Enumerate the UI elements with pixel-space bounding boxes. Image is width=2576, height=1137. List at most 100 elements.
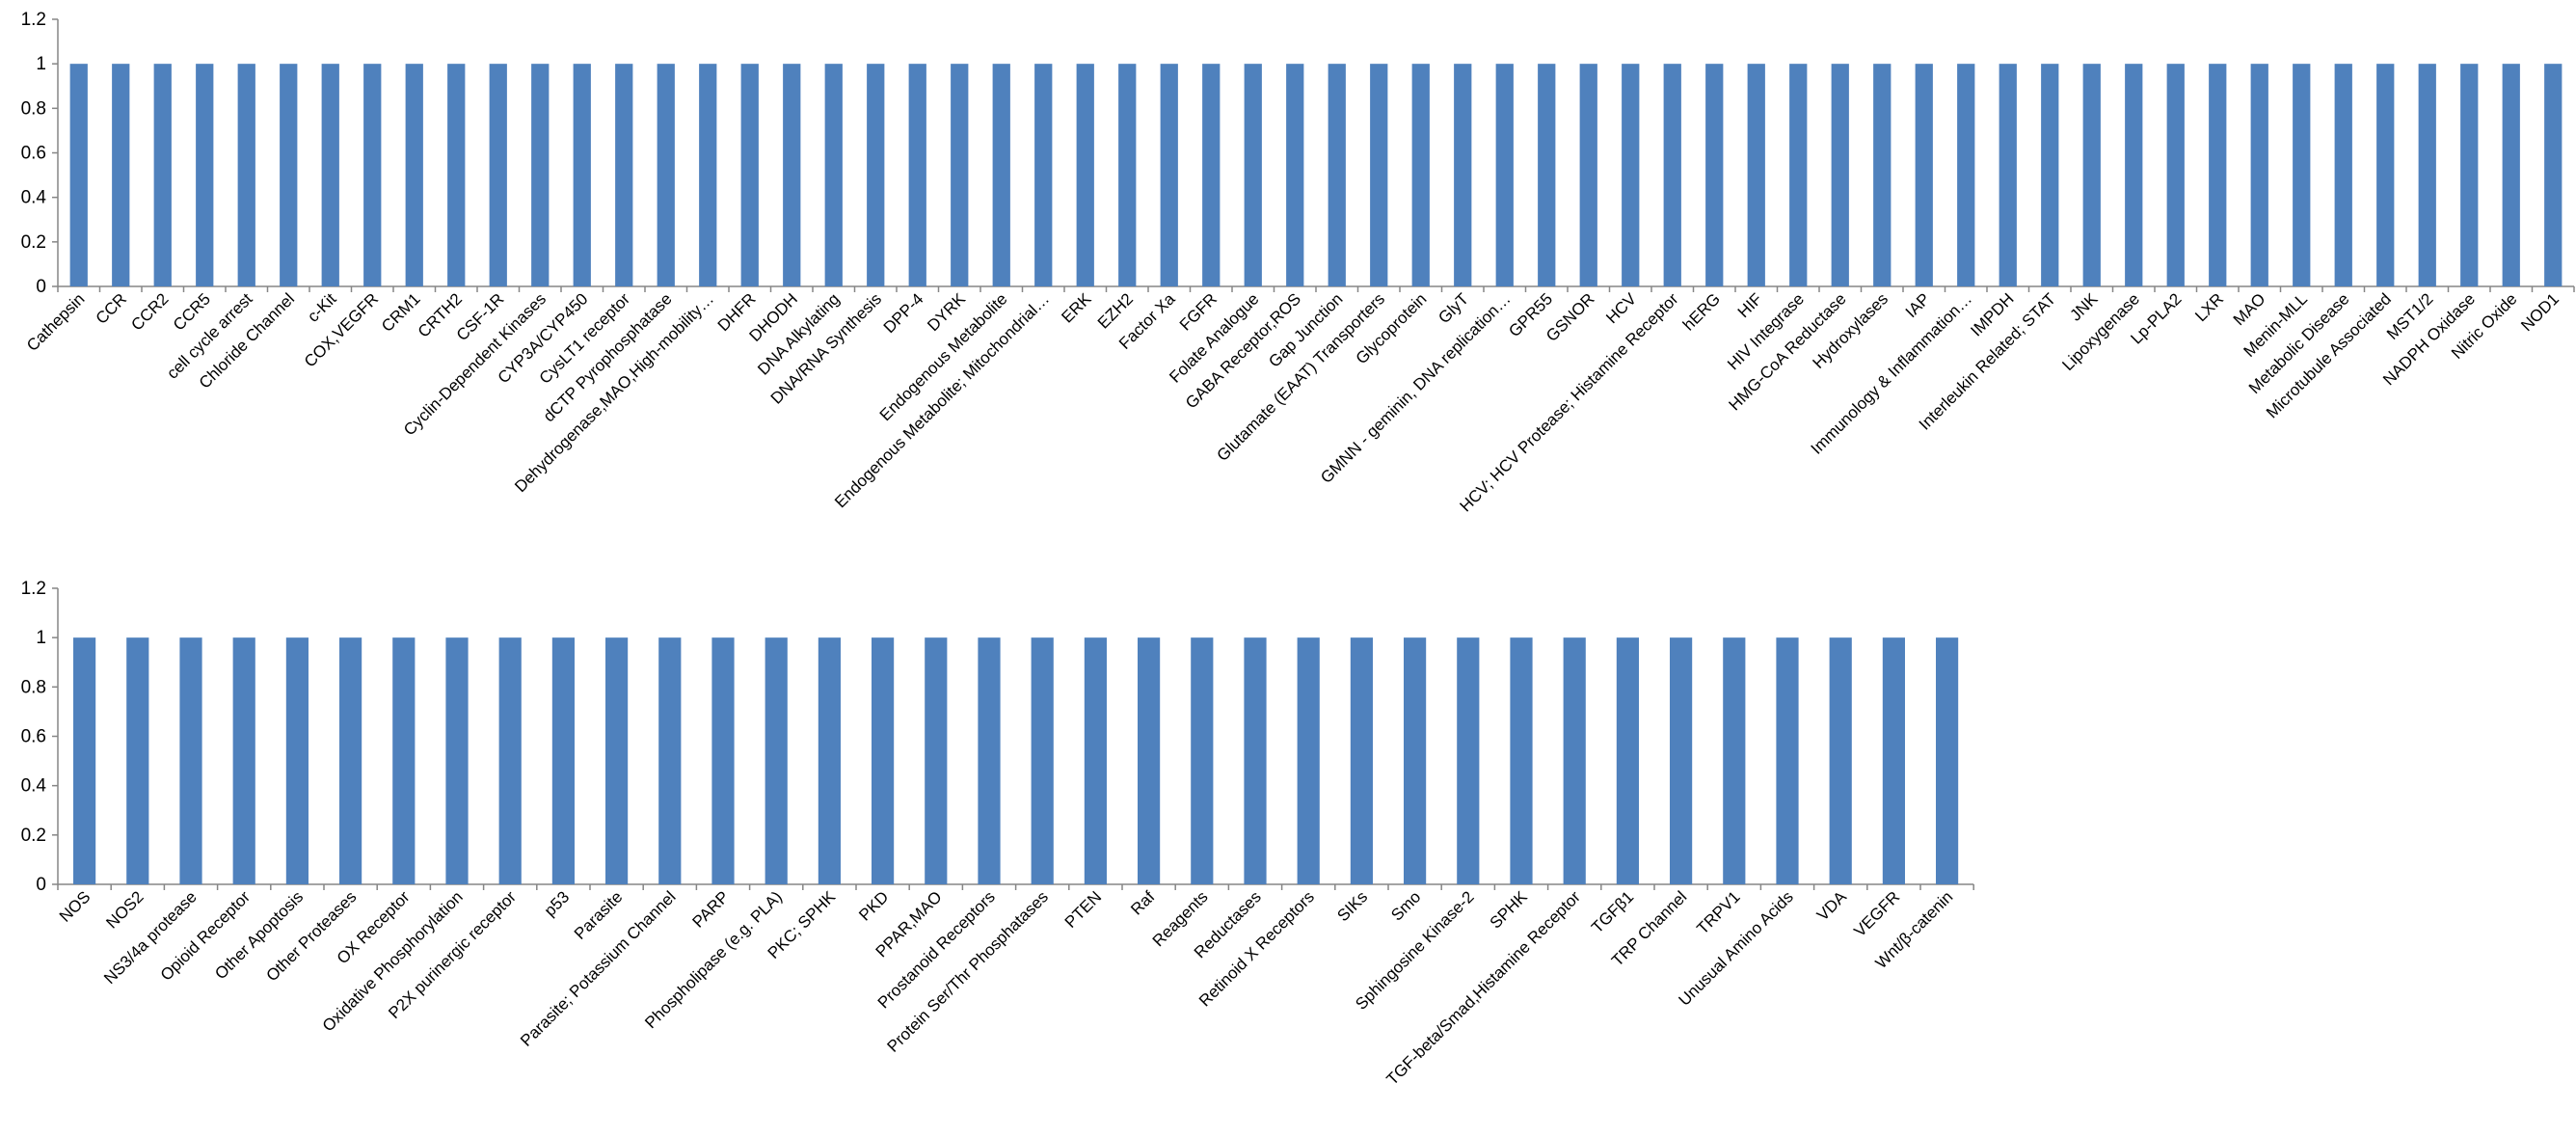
bar [447,64,466,287]
bar [489,64,507,287]
bar [196,64,214,287]
x-tick-label: DPP-4 [880,289,927,337]
bar [1538,64,1556,287]
bar [2293,64,2311,287]
bar [1670,637,1693,884]
bar [280,64,298,287]
y-tick-label: 0 [36,277,46,297]
x-tick-label: p53 [541,887,573,919]
bar [657,64,675,287]
bar [1244,637,1267,884]
x-tick-label: TGF-beta/Smad,Histamine Receptor [1383,887,1585,1089]
x-tick-label: NOS2 [102,887,147,932]
bar [1202,64,1221,287]
y-tick-label: 0.4 [21,776,47,797]
bar [658,637,682,884]
bar [1873,64,1892,287]
x-tick-label: MAO [2230,289,2269,329]
bar [179,637,202,884]
bar [1747,64,1765,287]
x-tick-label: TGFβ1 [1588,887,1637,936]
x-tick-label: PARP [689,887,733,931]
bar [1297,637,1320,884]
bar [1831,64,1849,287]
y-tick-label: 0.8 [21,677,46,697]
bar [2334,64,2352,287]
bar [1776,637,1799,884]
bar [1138,637,1161,884]
bar [573,64,591,287]
bar [1915,64,1933,287]
bar [1999,64,2017,287]
x-tick-label: NOS [56,887,94,925]
bar [445,637,469,884]
bar [818,637,841,884]
bar [126,637,149,884]
x-tick-label: PKD [855,887,892,924]
bar [925,637,948,884]
x-tick-label: CCR2 [127,289,172,334]
bar [872,637,895,884]
y-tick-label: 0.6 [21,144,46,164]
bar [951,64,969,287]
bar [1076,64,1094,287]
bar [615,64,633,287]
x-tick-label: CCR [93,289,130,327]
bar [339,637,362,884]
bar [2250,64,2268,287]
bar [992,64,1010,287]
bar [765,637,788,884]
bar [1286,64,1304,287]
bar [232,637,255,884]
bar [2166,64,2185,287]
bar [1789,64,1808,287]
bar [363,64,382,287]
bar [2209,64,2227,287]
bar [1457,637,1480,884]
bar [69,64,88,287]
y-tick-label: 0.4 [21,188,47,208]
bar [2125,64,2143,287]
bar [2460,64,2479,287]
bar [711,637,735,884]
x-tick-label: IAP [1902,289,1934,321]
x-tick-label: Hydroxylases [1809,289,1892,372]
bar [1191,637,1214,884]
bar [112,64,130,287]
x-tick-label: HIF [1734,289,1766,321]
bar [1244,64,1262,287]
bar [1723,637,1746,884]
bar [2082,64,2101,287]
x-tick-label: VDA [1813,887,1851,925]
x-tick-label: Other Proteases [262,887,360,985]
bar [1957,64,1975,287]
bar [1579,64,1597,287]
bar [2544,64,2563,287]
bar [1705,64,1724,287]
bar [1160,64,1178,287]
x-tick-label: Raf [1127,887,1158,918]
bar [1370,64,1388,287]
bar [824,64,843,287]
bar [1663,64,1681,287]
x-tick-label: COX,VEGFR [301,289,382,370]
x-tick-label: Parasite [571,887,627,943]
x-tick-label: TRPV1 [1693,887,1743,937]
bar [498,637,522,884]
bar [740,64,759,287]
bar [1084,637,1107,884]
x-tick-label: VEGFR [1850,887,1903,940]
bar [908,64,926,287]
bar [1031,637,1054,884]
bar [699,64,717,287]
x-tick-label: SPHK [1487,887,1532,933]
x-tick-label: Opioid Receptor [157,887,255,985]
x-tick-label: SIKs [1333,887,1371,925]
bar [1829,637,1852,884]
bar [2418,64,2436,287]
bar [531,64,550,287]
x-tick-label: LXR [2191,289,2227,325]
